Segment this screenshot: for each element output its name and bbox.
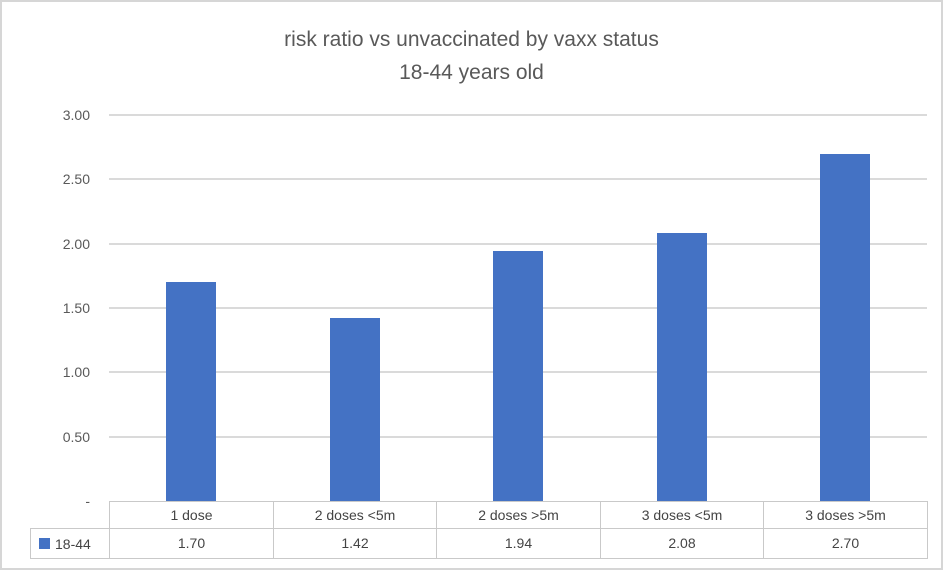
category-header-cell: 3 doses >5m [763, 501, 928, 529]
legend-label: 18-44 [55, 535, 91, 552]
chart-title: risk ratio vs unvaccinated by vaxx statu… [284, 28, 659, 51]
chart-title-block: risk ratio vs unvaccinated by vaxx statu… [2, 23, 941, 89]
value-cell: 2.08 [600, 528, 764, 559]
bar-4 [657, 233, 707, 501]
value-cell: 1.94 [436, 528, 601, 559]
ytick-label: 1.50 [62, 300, 90, 316]
bar-1 [166, 282, 216, 501]
gridline [109, 178, 927, 180]
bar-3 [493, 251, 543, 501]
legend-key: 18-44 [30, 528, 110, 559]
category-header-cell: 1 dose [109, 501, 274, 529]
category-header-cell: 2 doses >5m [436, 501, 601, 529]
ytick-label: 3.00 [62, 107, 90, 123]
ytick-label: 2.50 [62, 171, 90, 187]
ytick-label: 1.00 [62, 364, 90, 380]
category-header-cell: 3 doses <5m [600, 501, 764, 529]
value-cell: 1.42 [273, 528, 437, 559]
ytick-label: 0.50 [62, 429, 90, 445]
ytick-label: - [85, 493, 90, 509]
legend-swatch-icon [39, 538, 50, 549]
ytick-label: 2.00 [62, 236, 90, 252]
bar-5 [820, 154, 870, 501]
gridline [109, 114, 927, 116]
gridline [109, 243, 927, 245]
bar-2 [330, 318, 380, 501]
chart-subtitle: 18-44 years old [399, 61, 544, 84]
category-header-cell: 2 doses <5m [273, 501, 437, 529]
value-cell: 1.70 [109, 528, 274, 559]
value-cell: 2.70 [763, 528, 928, 559]
plot-area [109, 114, 927, 501]
